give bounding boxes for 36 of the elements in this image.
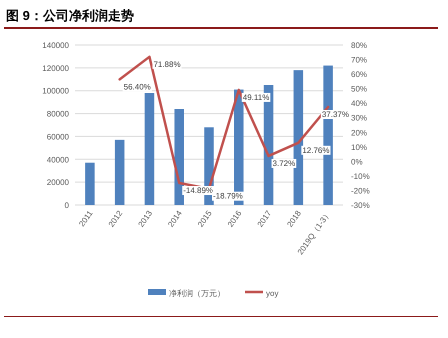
y2-tick-label: 80%	[351, 41, 368, 50]
y-tick-label: 80000	[46, 110, 70, 119]
data-label: 71.88%	[153, 60, 181, 69]
y2-tick-label: -10%	[351, 172, 370, 181]
y2-tick-label: 50%	[351, 84, 368, 94]
y2-tick-label: 60%	[351, 70, 368, 80]
legend-label: 净利润（万元）	[169, 289, 225, 298]
legend-label: yoy	[266, 289, 278, 298]
y-tick-label: 140000	[42, 41, 70, 50]
y-tick-label: 20000	[46, 178, 70, 188]
bar	[114, 140, 124, 205]
chart-title: 图 9：公司净利润走势	[6, 8, 134, 23]
y-tick-label: 0	[64, 201, 70, 210]
data-label: -14.89%	[183, 186, 214, 196]
y-tick-label: 60000	[46, 132, 70, 142]
data-label: 49.11%	[242, 92, 270, 102]
bar	[174, 109, 184, 205]
y2-tick-label: 30%	[351, 114, 368, 123]
data-label: 12.76%	[302, 146, 330, 155]
y2-tick-label: 70%	[351, 56, 368, 65]
y2-tick-label: 20%	[351, 128, 368, 138]
bar	[85, 162, 95, 205]
bar	[294, 70, 304, 205]
data-label: 56.40%	[124, 82, 151, 92]
data-label: -18.79%	[213, 192, 243, 201]
data-label: 3.72%	[272, 158, 296, 168]
y-tick-label: 120000	[42, 64, 70, 73]
y-tick-label: 100000	[42, 86, 70, 96]
y2-tick-label: -30%	[351, 201, 370, 210]
y2-tick-label: -20%	[351, 186, 370, 196]
y2-tick-label: 40%	[351, 99, 368, 108]
bar	[144, 93, 154, 205]
y-tick-label: 40000	[46, 155, 70, 164]
y2-tick-label: 0%	[351, 157, 363, 166]
y2-tick-label: 10%	[351, 142, 368, 152]
data-label: 37.37%	[322, 110, 349, 120]
